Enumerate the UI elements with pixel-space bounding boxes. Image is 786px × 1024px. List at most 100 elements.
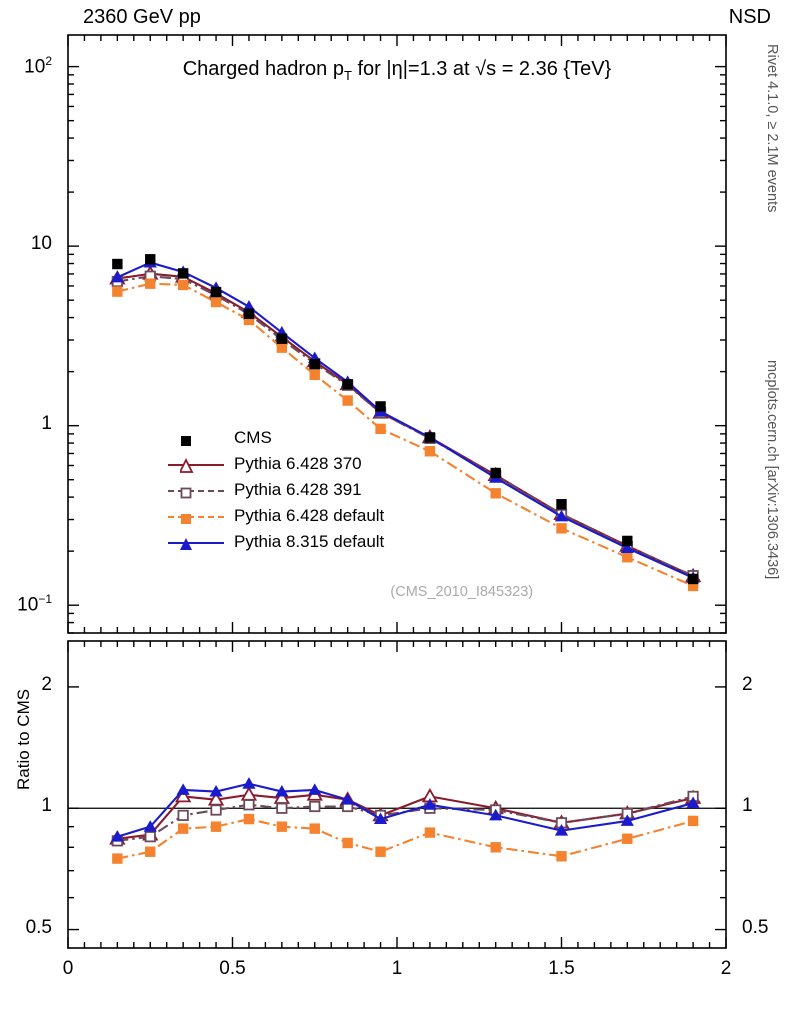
legend-line-py8-def [168, 541, 224, 544]
ratio-plot-frame [67, 640, 727, 949]
ratio-marker-pythia-6-428-370 [240, 786, 258, 801]
x-axis-label-3: 1.5 [548, 958, 575, 979]
main-marker-cms [177, 268, 189, 279]
legend: CMS Pythia 6.428 370 Pythia 6.428 391 Pythi… [168, 425, 384, 555]
legend-item-cms[interactable]: CMS [168, 425, 384, 451]
main-line-pythia-6-428-default [117, 282, 694, 587]
ratio-line-pythia-6-428-391 [117, 795, 694, 842]
ratio-marker-pythia-6-428-default [622, 833, 633, 844]
ratio-marker-pythia-8-315-default [373, 812, 388, 825]
ratio-y-label-left-1: 1 [41, 795, 52, 817]
legend-key-py6-def [168, 506, 224, 526]
main-marker-cms [145, 254, 156, 265]
main-marker-pythia-8-315-default [620, 541, 634, 554]
x-axis-label-4: 2 [720, 958, 732, 979]
plot-title-pre: Charged hadron p [182, 58, 344, 80]
ratio-marker-pythia-6-428-default [556, 851, 567, 862]
main-marker-cms [276, 333, 288, 344]
main-marker-cms [309, 358, 320, 370]
ratio-marker-pythia-6-428-default [243, 813, 255, 825]
legend-label-py8-def: Pythia 8.315 default [234, 532, 385, 551]
main-marker-cms [687, 573, 699, 585]
ratio-marker-pythia-8-315-default [423, 798, 437, 810]
main-marker-pythia-6-428-default [145, 278, 156, 289]
ratio-marker-pythia-8-315-default [686, 796, 700, 809]
ratio-marker-pythia-8-315-default [110, 830, 124, 842]
ratio-marker-pythia-6-428-370 [174, 787, 192, 803]
ratio-y-label-left-2: 2 [41, 673, 52, 695]
ratio-marker-pythia-6-428-default [112, 853, 123, 864]
x-axis-label-1: 0.5 [219, 958, 246, 979]
main-marker-pythia-6-428-default [342, 395, 353, 406]
ratio-line-pythia-6-428-default [117, 818, 694, 860]
ratio-marker-pythia-6-428-default [276, 821, 288, 832]
ratio-marker-pythia-6-428-391 [243, 799, 255, 811]
x-axis-label-2: 1 [391, 958, 403, 979]
main-marker-pythia-6-428-default [309, 369, 320, 381]
legend-key-py6-370 [168, 454, 224, 474]
ratio-marker-pythia-6-428-default [177, 823, 189, 834]
ratio-marker-pythia-6-428-default [490, 842, 501, 853]
main-marker-pythia-6-428-default [177, 279, 189, 291]
legend-label-cms: CMS [234, 428, 272, 447]
main-marker-pythia-6-428-default [424, 446, 436, 457]
y-axis-label-main-1: 10 [30, 233, 52, 255]
ratio-line-pythia-6-428-370 [117, 793, 694, 840]
main-marker-cms [556, 499, 567, 510]
legend-marker-py6-def [181, 514, 191, 524]
legend-line-py6-def [168, 515, 224, 518]
plot-title-subscript: T [343, 68, 352, 83]
ratio-marker-pythia-8-315-default [143, 820, 157, 832]
ratio-marker-pythia-8-315-default [176, 783, 190, 795]
header-left-label: 2360 GeV pp [83, 6, 201, 28]
ratio-marker-pythia-8-315-default [275, 784, 289, 797]
legend-label-py6-370: Pythia 6.428 370 [234, 454, 362, 473]
legend-item-py6-391[interactable]: Pythia 6.428 391 [168, 477, 384, 503]
ratio-marker-pythia-8-315-default [554, 824, 569, 836]
ratio-marker-pythia-6-428-default [424, 827, 436, 838]
legend-item-py8-def[interactable]: Pythia 8.315 default [168, 529, 384, 555]
ratio-y-label-right-0: 0.5 [742, 916, 769, 938]
main-marker-pythia-6-428-default [243, 314, 255, 326]
main-marker-cms [243, 308, 255, 319]
main-marker-pythia-6-428-default [276, 342, 288, 353]
legend-item-py6-def[interactable]: Pythia 6.428 default [168, 503, 384, 529]
main-marker-cms [375, 401, 386, 412]
ratio-marker-pythia-8-315-default [209, 784, 223, 797]
main-marker-pythia-6-428-default [210, 296, 222, 308]
main-marker-cms [112, 258, 123, 270]
ratio-marker-pythia-6-428-391 [177, 809, 189, 821]
ratio-y-label-left-0: 0.5 [25, 916, 52, 938]
plot-title-post: for |η|=1.3 at √s = 2.36 {TeV} [351, 58, 612, 80]
main-marker-pythia-6-428-default [622, 552, 633, 563]
y-axis-label-main-2: 1 [41, 412, 52, 434]
legend-key-py8-def [168, 532, 224, 552]
ratio-axis-label: Ratio to CMS [14, 688, 33, 790]
legend-key-cms [168, 428, 224, 448]
y-axis-label-main-0: 102 [24, 53, 52, 77]
ratio-marker-pythia-8-315-default [489, 808, 503, 821]
legend-label-py6-def: Pythia 6.428 default [234, 506, 385, 525]
ratio-marker-pythia-8-315-default [308, 783, 322, 795]
mcplots-source-label: mcplots.cern.ch [arXiv:1306.3436] [764, 360, 780, 580]
ratio-marker-pythia-6-428-default [210, 821, 222, 832]
ratio-line-pythia-8-315-default [117, 782, 694, 838]
legend-key-py6-391 [168, 480, 224, 500]
ratio-marker-pythia-8-315-default [242, 777, 256, 789]
main-marker-pythia-8-315-default [110, 270, 124, 283]
ratio-marker-pythia-6-428-default [309, 823, 320, 834]
ratio-marker-pythia-6-428-391 [144, 831, 156, 843]
main-line-pythia-8-315-default [116, 261, 694, 579]
legend-marker-cms [181, 436, 191, 446]
ratio-marker-pythia-6-428-default [145, 846, 156, 857]
ratio-marker-pythia-8-315-default [341, 793, 355, 805]
legend-line-py6-370 [168, 463, 224, 466]
main-marker-cms [622, 535, 633, 547]
legend-marker-py6-391 [180, 487, 192, 499]
plot-title: Charged hadron pT for |η|=1.3 at √s = 2.… [68, 58, 726, 83]
main-marker-pythia-6-428-default [687, 580, 699, 592]
analysis-id-watermark: (CMS_2010_I845323) [390, 584, 534, 600]
legend-item-py6-370[interactable]: Pythia 6.428 370 [168, 451, 384, 477]
rivet-version-label: Rivet 4.1.0, ≥ 2.1M events [764, 44, 780, 213]
